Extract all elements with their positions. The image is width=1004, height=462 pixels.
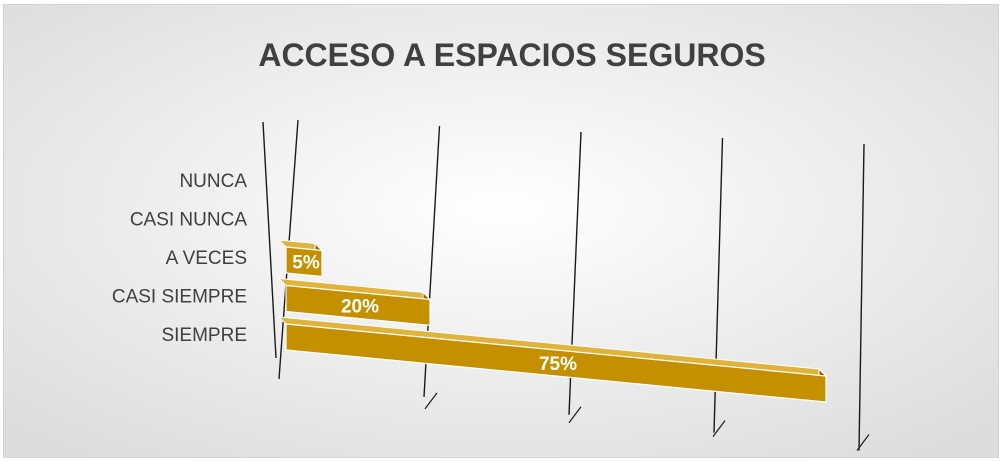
data-label: 75% [539, 354, 577, 375]
category-label: A VECES [166, 248, 247, 269]
bar [285, 323, 827, 403]
category-label: CASI SIEMPRE [112, 287, 247, 308]
category-axis-line [262, 121, 277, 359]
category-label: NUNCA [179, 171, 247, 192]
axis-tick [856, 434, 870, 451]
category-label: SIEMPRE [161, 325, 247, 346]
chart-frame [3, 4, 999, 458]
bars: 5% 20% 75% [277, 239, 828, 404]
bar [285, 246, 323, 278]
bar-group: 75% [277, 316, 828, 404]
bar [285, 284, 431, 327]
category-labels: NUNCA CASI NUNCA A VECES CASI SIEMPRE SIEMPR… [112, 171, 247, 346]
data-label: 5% [292, 253, 320, 274]
chart-title: ACCESO A ESPACIOS SEGUROS [258, 37, 765, 73]
chart-background [4, 5, 998, 457]
category-label: CASI NUNCA [130, 210, 248, 231]
axis-tick [424, 392, 438, 410]
data-label: 20% [341, 296, 379, 317]
bar-group: 5% [277, 239, 324, 278]
axis-tick [568, 406, 582, 424]
axis-tick [712, 420, 726, 437]
gridline [858, 143, 865, 451]
bar-group: 20% [277, 277, 432, 327]
